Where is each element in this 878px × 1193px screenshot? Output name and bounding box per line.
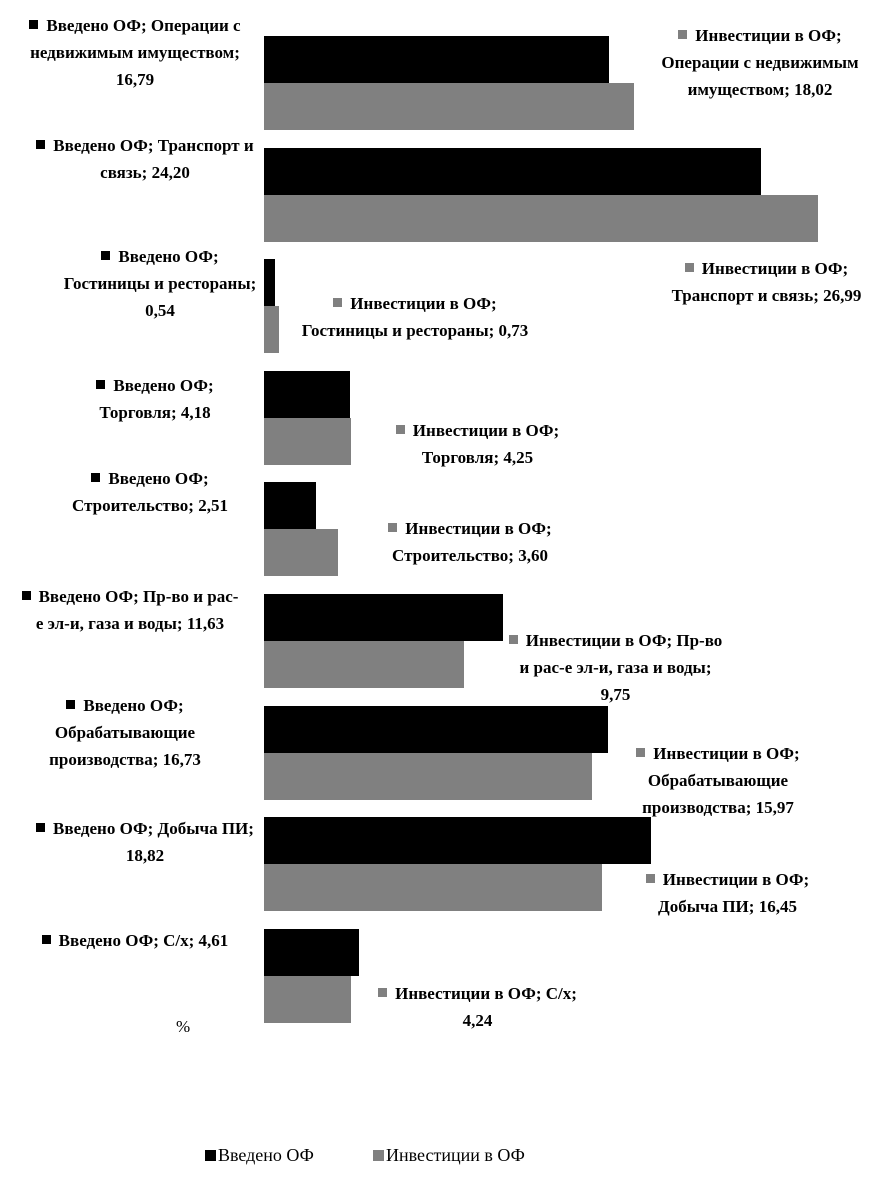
label-text: Инвестиции в ОФ; Обрабатывающие производ… bbox=[642, 744, 800, 817]
label-key bbox=[508, 635, 518, 644]
legend-item: Инвестиции в ОФ bbox=[373, 1145, 525, 1166]
label-text: Инвестиции в ОФ; С/х; 4,24 bbox=[395, 984, 577, 1030]
label-key bbox=[645, 874, 655, 883]
legend-item: Введено ОФ bbox=[205, 1145, 314, 1166]
legend-text: Введено ОФ bbox=[218, 1145, 314, 1165]
label-text: Введено ОФ; С/х; 4,61 bbox=[58, 931, 229, 950]
label-key bbox=[91, 473, 101, 482]
data-label: Введено ОФ; Строительство; 2,51 bbox=[50, 465, 250, 519]
label-text: Инвестиции в ОФ; Строительство; 3,60 bbox=[392, 519, 552, 565]
bar bbox=[264, 306, 279, 354]
axis-label: % bbox=[176, 1017, 191, 1036]
legend-key bbox=[373, 1150, 384, 1161]
label-key bbox=[29, 20, 39, 29]
data-label: Инвестиции в ОФ; Транспорт и связь; 26,9… bbox=[655, 255, 878, 309]
data-label: Инвестиции в ОФ; Строительство; 3,60 bbox=[355, 515, 585, 569]
bar bbox=[264, 817, 651, 865]
bar bbox=[264, 752, 592, 800]
label-text: Инвестиции в ОФ; Гостиницы и рестораны; … bbox=[301, 294, 529, 340]
label-text: Инвестиции в ОФ; Добыча ПИ; 16,45 bbox=[658, 870, 810, 916]
label-key bbox=[96, 380, 106, 389]
label-key bbox=[678, 30, 688, 39]
label-text: Инвестиции в ОФ; Пр-во и рас-е эл-и, газ… bbox=[519, 631, 723, 704]
legend-text: Инвестиции в ОФ bbox=[386, 1145, 525, 1165]
label-text: Введено ОФ; Добыча ПИ; 18,82 bbox=[53, 819, 254, 865]
bar bbox=[264, 864, 602, 912]
label-text: Введено ОФ; Торговля; 4,18 bbox=[99, 376, 214, 422]
data-label: Инвестиции в ОФ; Торговля; 4,25 bbox=[370, 417, 585, 471]
bar bbox=[264, 147, 761, 195]
bar bbox=[264, 194, 819, 242]
data-label: Введено ОФ; Добыча ПИ; 18,82 bbox=[35, 815, 255, 869]
label-key bbox=[66, 700, 76, 709]
data-label: Инвестиции в ОФ; Добыча ПИ; 16,45 bbox=[620, 866, 835, 920]
data-label: Введено ОФ; Пр-во и рас-е эл-и, газа и в… bbox=[20, 583, 240, 637]
label-text: Инвестиции в ОФ; Транспорт и связь; 26,9… bbox=[671, 259, 862, 305]
data-label: Введено ОФ; Обрабатывающие производства;… bbox=[0, 692, 250, 773]
bar bbox=[264, 641, 465, 688]
bar bbox=[264, 705, 608, 753]
bar bbox=[264, 417, 352, 465]
data-label: Инвестиции в ОФ; Пр-во и рас-е эл-и, газ… bbox=[508, 627, 723, 708]
label-text: Введено ОФ; Строительство; 2,51 bbox=[72, 469, 228, 515]
label-text: Введено ОФ; Пр-во и рас-е эл-и, газа и в… bbox=[35, 587, 239, 633]
label-key bbox=[395, 425, 405, 434]
bar bbox=[264, 594, 503, 641]
data-label: Введено ОФ; Гостиницы и рестораны; 0,54 bbox=[60, 243, 260, 324]
label-key bbox=[36, 823, 46, 832]
data-label: Инвестиции в ОФ; С/х; 4,24 bbox=[370, 980, 585, 1034]
data-label: Инвестиции в ОФ; Обрабатывающие производ… bbox=[608, 740, 828, 821]
bar bbox=[264, 529, 338, 577]
bar bbox=[264, 928, 359, 976]
label-text: Введено ОФ; Обрабатывающие производства;… bbox=[49, 696, 201, 769]
bar bbox=[264, 370, 350, 418]
label-text: Введено ОФ; Гостиницы и рестораны; 0,54 bbox=[63, 247, 257, 320]
label-key bbox=[378, 988, 388, 997]
bar bbox=[264, 36, 609, 83]
label-text: Введено ОФ; Транспорт и связь; 24,20 bbox=[53, 136, 254, 182]
label-key bbox=[21, 591, 31, 600]
label-key bbox=[333, 298, 343, 307]
label-key bbox=[41, 935, 51, 944]
bar bbox=[264, 259, 276, 307]
label-text: Инвестиции в ОФ; Торговля; 4,25 bbox=[412, 421, 560, 467]
data-label: Введено ОФ; Торговля; 4,18 bbox=[60, 372, 250, 426]
label-key bbox=[36, 140, 46, 149]
data-label: Введено ОФ; С/х; 4,61 bbox=[30, 927, 240, 954]
data-label: Введено ОФ; Транспорт и связь; 24,20 bbox=[30, 132, 260, 186]
data-label: Инвестиции в ОФ; Операции с недвижимым и… bbox=[650, 22, 870, 103]
bar bbox=[264, 975, 352, 1023]
label-key bbox=[636, 748, 646, 757]
label-key bbox=[101, 251, 111, 260]
bar bbox=[264, 482, 316, 530]
data-label: Введено ОФ; Операции с недвижимым имущес… bbox=[10, 12, 260, 93]
legend-key bbox=[205, 1150, 216, 1161]
label-text: Введено ОФ; Операции с недвижимым имущес… bbox=[30, 16, 241, 89]
label-text: Инвестиции в ОФ; Операции с недвижимым и… bbox=[661, 26, 859, 99]
bar bbox=[264, 83, 635, 130]
label-key bbox=[388, 523, 398, 532]
label-key bbox=[684, 263, 694, 272]
data-label: Инвестиции в ОФ; Гостиницы и рестораны; … bbox=[295, 290, 535, 344]
